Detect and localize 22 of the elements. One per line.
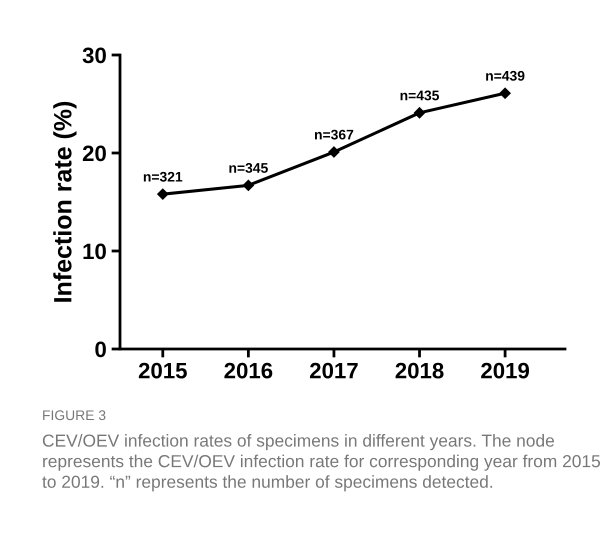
point	[328, 146, 340, 158]
text: n=439	[486, 70, 524, 81]
x-tick-label: 2018	[396, 362, 444, 379]
y-axis-title: Infection rate (%)	[53, 102, 77, 302]
x-tick-label: 2015	[138, 362, 187, 379]
caption: FIGURE 3	[43, 410, 106, 420]
y-tick-label: 10	[83, 244, 106, 260]
y-tick-label: 20	[82, 146, 106, 162]
text: n=345	[229, 163, 268, 173]
y-tick-label: 0	[95, 342, 106, 358]
point	[157, 188, 168, 200]
x-tick-label: 2016	[224, 362, 272, 379]
text: n=321	[144, 172, 182, 182]
text: CEV/OEV infection rates of specimens in different years. The node represents the CEV/OEV infection rate for corresponding year from 2015 to 2019. “n” represents the number of specimens detected.	[42, 434, 600, 492]
text: n=435	[400, 90, 440, 100]
point	[499, 88, 511, 99]
y-tick-label: 30	[82, 48, 106, 64]
text: n=367	[314, 130, 354, 140]
point	[242, 180, 254, 191]
point	[414, 107, 426, 118]
x-tick-label: 2017	[310, 362, 358, 379]
x-tick-label: 2019	[481, 362, 529, 379]
